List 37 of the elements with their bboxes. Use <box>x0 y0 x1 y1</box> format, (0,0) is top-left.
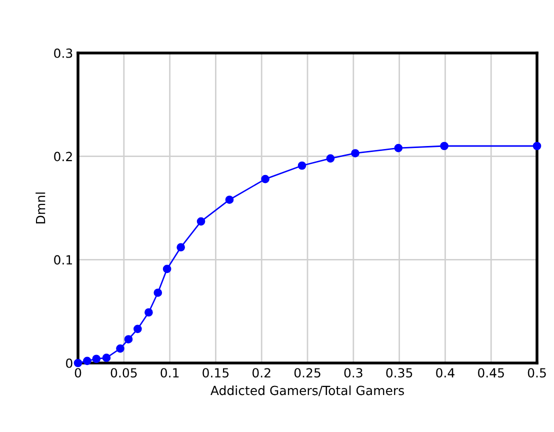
point <box>176 243 185 252</box>
point <box>116 344 124 353</box>
x-tick-label: 0.35 <box>386 368 412 378</box>
y-axis-title: Dmnl <box>36 192 46 224</box>
point <box>162 264 172 274</box>
point <box>351 149 360 158</box>
point <box>102 354 111 362</box>
point <box>440 142 448 150</box>
point <box>298 161 306 170</box>
x-tick-label: 0.1 <box>160 368 179 378</box>
point <box>124 335 133 344</box>
x-tick-label: 0.45 <box>478 368 504 378</box>
x-tick-label: 0.4 <box>436 368 454 378</box>
x-tick-label: 0.2 <box>252 368 270 378</box>
point <box>154 288 162 297</box>
x-tick-label: 0.5 <box>528 368 546 378</box>
y-tick-label: 0 <box>66 358 72 368</box>
point <box>134 324 142 334</box>
point <box>326 154 335 163</box>
point <box>196 217 206 226</box>
x-tick-label: 0 <box>74 368 82 378</box>
y-tick-label: 0.2 <box>54 152 72 162</box>
x-tick-label: 0.3 <box>344 368 362 378</box>
point <box>83 356 92 366</box>
y-tick-label: 0.1 <box>54 255 72 265</box>
point <box>261 174 270 184</box>
y-tick-label: 0.3 <box>54 48 72 58</box>
point <box>74 358 82 368</box>
x-axis-title: Addicted Gamers/Total Gamers <box>210 386 404 396</box>
point <box>532 142 542 150</box>
point <box>144 308 153 317</box>
x-tick-label: 0.15 <box>202 368 229 378</box>
x-tick-label: 0.25 <box>294 368 320 378</box>
point <box>92 354 101 364</box>
point <box>394 144 403 152</box>
point <box>225 196 234 204</box>
x-tick-label: 0.05 <box>110 368 137 378</box>
